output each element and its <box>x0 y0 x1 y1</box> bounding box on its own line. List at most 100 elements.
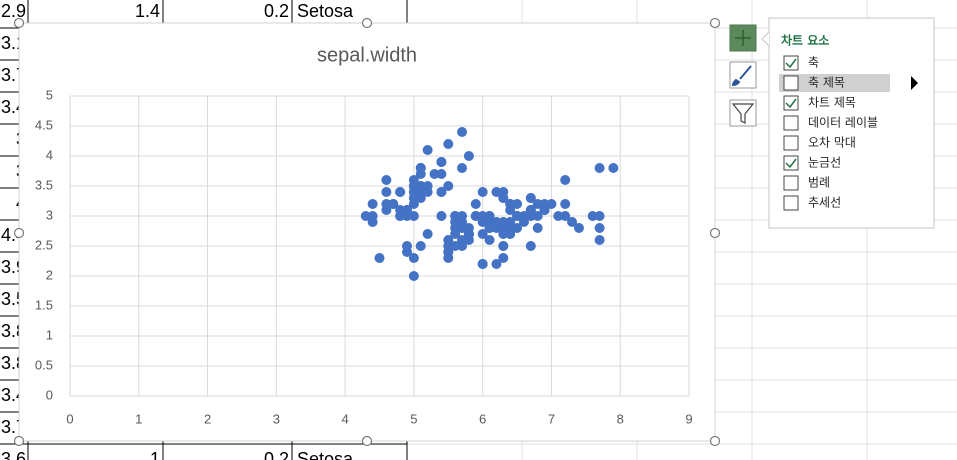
point <box>436 211 447 221</box>
resize-handle[interactable] <box>709 17 721 29</box>
x-tick-label: 5 <box>410 411 417 426</box>
x-tick-label: 4 <box>341 411 348 426</box>
resize-handle[interactable] <box>13 227 25 239</box>
point <box>450 241 461 251</box>
point <box>518 211 529 221</box>
point <box>484 211 495 221</box>
cell-text: 1.4 <box>135 1 160 21</box>
checkbox[interactable] <box>783 75 799 91</box>
menu-item[interactable]: 데이터 레이블 <box>808 116 878 130</box>
point <box>498 187 509 197</box>
point <box>457 241 468 251</box>
y-tick-label: 4.5 <box>35 117 53 132</box>
checkbox[interactable] <box>783 135 799 151</box>
menu-item[interactable]: 추세선 <box>808 196 841 210</box>
point <box>429 169 440 179</box>
chart-area[interactable] <box>18 22 716 442</box>
point <box>477 229 488 239</box>
checkmark <box>785 58 797 69</box>
y-tick-label: 0 <box>46 387 53 402</box>
panel-title: 차트 요소 <box>781 33 829 48</box>
x-tick-label: 7 <box>548 411 555 426</box>
point <box>477 211 488 221</box>
y-tick-label: 1.5 <box>35 297 53 312</box>
point <box>491 223 502 233</box>
point <box>512 199 523 209</box>
y-tick-label: 0.5 <box>35 357 53 372</box>
x-tick-label: 6 <box>479 411 486 426</box>
point <box>436 169 447 179</box>
point <box>608 163 619 173</box>
resize-handle[interactable] <box>709 227 721 239</box>
point <box>436 187 447 197</box>
point <box>477 187 488 197</box>
point <box>422 229 433 239</box>
point <box>450 223 461 233</box>
resize-handle[interactable] <box>361 435 373 447</box>
checkbox[interactable] <box>783 95 799 111</box>
y-tick-label: 2 <box>46 267 53 282</box>
checkbox[interactable] <box>783 55 799 71</box>
resize-handle[interactable] <box>13 17 25 29</box>
point <box>450 211 461 221</box>
point <box>560 211 571 221</box>
resize-handle[interactable] <box>361 17 373 29</box>
y-tick-label: 4 <box>46 147 53 162</box>
y-tick-label: 1 <box>46 327 53 342</box>
point <box>553 211 564 221</box>
menu-item[interactable]: 눈금선 <box>808 156 841 170</box>
point <box>367 211 378 221</box>
menu-item[interactable]: 범례 <box>808 176 830 190</box>
point <box>374 253 385 263</box>
resize-handle[interactable] <box>13 435 25 447</box>
checkbox[interactable] <box>783 115 799 131</box>
point <box>402 205 413 215</box>
pointer-cover <box>770 33 772 45</box>
point <box>388 199 399 209</box>
point <box>408 211 419 221</box>
point <box>408 193 419 203</box>
menu-item[interactable]: 오차 막대 <box>808 136 856 150</box>
point <box>408 181 419 191</box>
checkbox[interactable] <box>783 175 799 191</box>
point <box>415 187 426 197</box>
point <box>594 211 605 221</box>
y-tick-label: 3.5 <box>35 177 53 192</box>
cell-text: 2.9 <box>1 1 26 21</box>
point <box>367 199 378 209</box>
point <box>594 235 605 245</box>
point <box>463 229 474 239</box>
point <box>443 139 454 149</box>
point <box>560 199 571 209</box>
point <box>512 211 523 221</box>
point <box>505 223 516 233</box>
point <box>415 163 426 173</box>
checkbox[interactable] <box>783 155 799 171</box>
point <box>457 163 468 173</box>
checkbox[interactable] <box>783 195 799 211</box>
point <box>470 199 481 209</box>
point <box>498 223 509 233</box>
point <box>463 151 474 161</box>
menu-item[interactable]: 축 <box>808 56 819 70</box>
selection-handles <box>13 17 721 447</box>
point <box>436 157 447 167</box>
resize-handle[interactable] <box>709 435 721 447</box>
menu-item[interactable]: 차트 제목 <box>808 96 856 110</box>
hover-highlight <box>779 74 890 92</box>
point <box>560 175 571 185</box>
point <box>498 253 509 263</box>
checkmark <box>785 98 797 109</box>
point <box>594 223 605 233</box>
point <box>457 127 468 137</box>
point <box>525 211 536 221</box>
panel-pointer <box>761 31 770 47</box>
point <box>587 211 598 221</box>
cell-text: Setosa <box>297 449 354 460</box>
point <box>512 223 523 233</box>
cell-text: Setosa <box>297 1 354 21</box>
menu-item[interactable]: 축 제목 <box>808 76 845 90</box>
plot-area: 0 0.5 1 1.5 2 2.5 3 3.5 4 4.5 5 0 1 2 3 4 5 6 7 8 9 <box>35 87 693 426</box>
x-tick-label: 2 <box>204 411 211 426</box>
